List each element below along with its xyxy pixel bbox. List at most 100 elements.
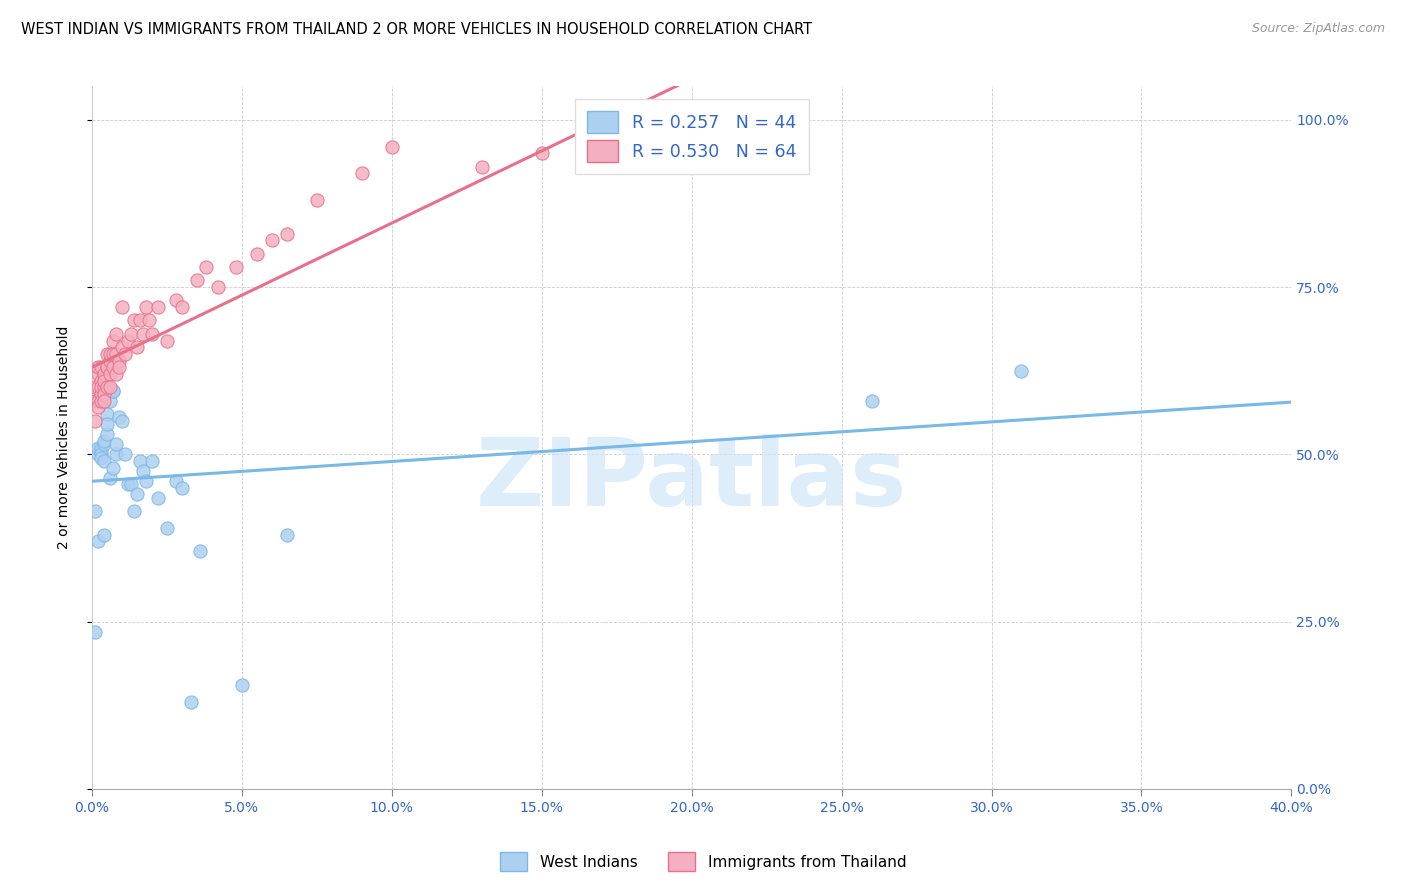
Point [120,477,142,491]
Point [117,477,139,491]
Point [87,367,110,381]
Point [165,293,187,308]
Point [90,360,112,375]
Point [105,437,128,451]
Point [101,384,124,398]
Point [96,380,118,394]
Point [138,313,160,327]
Point [98,380,121,394]
Point [105,347,128,361]
Text: ZIPatlas: ZIPatlas [477,434,907,525]
Point [90,393,112,408]
Point [141,326,163,341]
Point [111,414,134,428]
Point [108,360,131,375]
Point [101,460,124,475]
Point [471,160,494,174]
Point [194,260,217,274]
Point [90,441,112,455]
Point [87,447,110,461]
Point [96,347,118,361]
Point [156,521,179,535]
Point [84,504,107,518]
Y-axis label: 2 or more Vehicles in Household: 2 or more Vehicles in Household [58,326,72,549]
Point [101,360,124,375]
Point [108,410,131,425]
Point [90,444,112,458]
Point [93,437,115,451]
Point [276,227,298,241]
Point [101,334,124,348]
Point [651,139,673,153]
Point [98,353,121,368]
Point [90,374,112,388]
Point [98,367,121,381]
Point [101,384,124,398]
Text: WEST INDIAN VS IMMIGRANTS FROM THAILAND 2 OR MORE VEHICLES IN HOUSEHOLD CORRELAT: WEST INDIAN VS IMMIGRANTS FROM THAILAND … [21,22,813,37]
Point [87,401,110,415]
Point [117,334,139,348]
Point [188,544,211,558]
Text: Source: ZipAtlas.com: Source: ZipAtlas.com [1251,22,1385,36]
Point [84,414,107,428]
Point [114,347,136,361]
Point [231,678,253,692]
Point [170,300,193,314]
Point [96,360,118,375]
Point [170,481,193,495]
Point [305,193,328,207]
Point [96,427,118,442]
Point [93,387,115,401]
Point [1011,364,1033,378]
Point [125,487,148,501]
Point [225,260,247,274]
Point [87,441,110,455]
Point [96,417,118,432]
Legend: R = 0.257   N = 44, R = 0.530   N = 64: R = 0.257 N = 44, R = 0.530 N = 64 [575,98,808,175]
Point [122,313,145,327]
Point [125,340,148,354]
Point [129,313,152,327]
Point [93,454,115,468]
Point [111,300,134,314]
Point [90,387,112,401]
Point [90,450,112,465]
Point [122,504,145,518]
Point [87,380,110,394]
Point [111,340,134,354]
Point [93,434,115,448]
Point [141,454,163,468]
Point [93,393,115,408]
Point [105,447,128,461]
Point [180,695,202,709]
Point [90,380,112,394]
Point [260,233,283,247]
Point [146,491,169,505]
Point [98,471,121,485]
Point [146,300,169,314]
Point [84,624,107,639]
Point [860,393,883,408]
Point [135,300,157,314]
Point [530,146,553,161]
Point [90,447,112,461]
Legend: West Indians, Immigrants from Thailand: West Indians, Immigrants from Thailand [494,847,912,877]
Point [108,353,131,368]
Point [87,534,110,549]
Point [87,393,110,408]
Point [84,380,107,394]
Point [101,347,124,361]
Point [246,246,269,260]
Point [381,139,404,153]
Point [93,367,115,381]
Point [186,273,208,287]
Point [98,347,121,361]
Point [770,133,793,147]
Point [135,474,157,488]
Point [132,326,155,341]
Point [105,326,128,341]
Point [165,474,187,488]
Point [129,454,152,468]
Point [276,527,298,541]
Point [87,360,110,375]
